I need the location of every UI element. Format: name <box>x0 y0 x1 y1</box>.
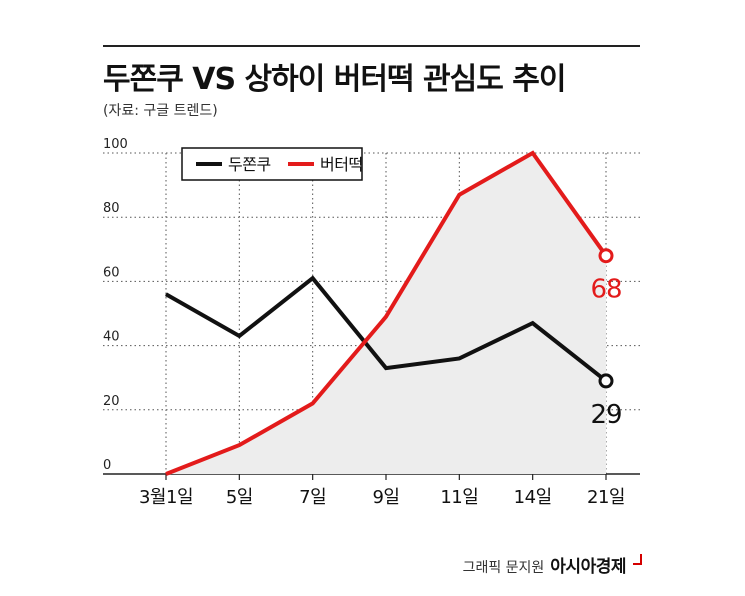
brand-logo: 아시아경제 <box>550 557 626 577</box>
axis-labels: 0 20 40 60 80 100 3월1일 5일 7일 9일 11일 14일 21일 29 68 <box>103 137 625 508</box>
top-rule <box>103 45 640 47</box>
y-tick-label: 40 <box>103 330 120 345</box>
x-tick-label: 5일 <box>226 487 253 508</box>
data-point <box>458 194 460 196</box>
x-tick-label: 7일 <box>299 487 326 508</box>
x-tick-label: 21일 <box>587 487 625 508</box>
data-point <box>532 152 534 154</box>
x-tick-label: 14일 <box>514 487 552 508</box>
data-point <box>238 335 240 337</box>
data-point <box>165 473 167 475</box>
footer: 그래픽 문지원 아시아경제 <box>463 552 642 577</box>
data-point <box>385 367 387 369</box>
legend-label: 버터떡 <box>320 155 363 174</box>
area-버터떡 <box>166 153 606 474</box>
x-tick-label: 3월1일 <box>139 487 193 508</box>
chart-title: 두쫀쿠 VS 상하이 버터떡 관심도 추이 <box>103 62 566 97</box>
area-fill <box>166 153 606 474</box>
y-tick-label: 20 <box>103 394 120 409</box>
end-value-label: 29 <box>590 400 621 430</box>
y-tick-label: 0 <box>103 458 111 473</box>
data-point <box>532 322 534 324</box>
series-lines <box>165 150 614 476</box>
legend-label: 두쫀쿠 <box>228 155 271 174</box>
end-point-marker <box>598 248 614 264</box>
chart-source: (자료: 구글 트렌드) <box>103 103 218 119</box>
data-point <box>165 293 167 295</box>
y-tick-label: 80 <box>103 201 120 216</box>
end-value-label: 68 <box>590 275 621 305</box>
legend: 두쫀쿠 버터떡 <box>181 147 363 181</box>
data-point <box>312 402 314 404</box>
graphic-credit: 그래픽 문지원 <box>462 560 545 576</box>
x-tick-label: 9일 <box>372 487 399 508</box>
end-point-marker <box>598 373 614 389</box>
brand-mark-icon <box>633 554 642 565</box>
data-point <box>238 444 240 446</box>
data-point <box>458 357 460 359</box>
data-point <box>385 316 387 318</box>
y-tick-label: 60 <box>103 265 120 280</box>
x-tick-label: 11일 <box>440 487 478 508</box>
data-point <box>312 277 314 279</box>
y-tick-label: 100 <box>103 137 128 152</box>
